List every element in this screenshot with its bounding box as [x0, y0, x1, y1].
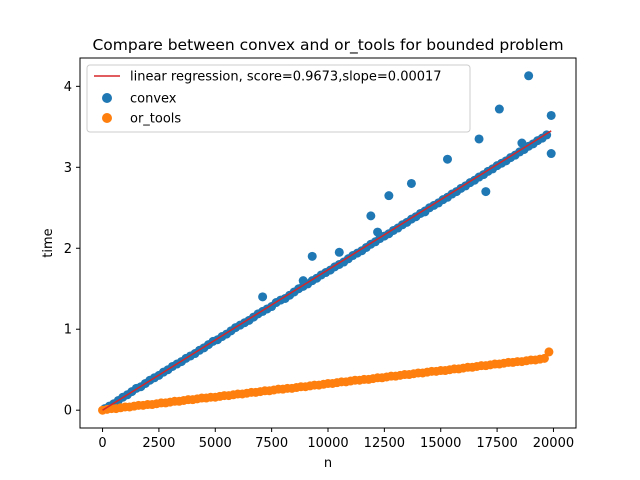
- scatter-point-or-tools: [544, 347, 554, 357]
- y-tick-label: 3: [64, 161, 72, 176]
- legend-convex-label: convex: [130, 92, 177, 107]
- scatter-point-or-tools: [539, 353, 549, 363]
- scatter-point-convex: [298, 276, 308, 286]
- scatter-point-convex: [494, 104, 504, 114]
- scatter-point-convex: [442, 154, 452, 164]
- x-tick-label: 20000: [533, 436, 574, 451]
- scatter-point-convex: [420, 207, 430, 217]
- legend-regression-label: linear regression, score=0.9673,slope=0.…: [130, 70, 442, 85]
- y-axis: 0 1 2 3 4: [64, 80, 80, 419]
- scatter-point-convex: [384, 191, 394, 201]
- y-tick-label: 4: [64, 80, 72, 95]
- scatter-point-convex: [524, 71, 534, 81]
- x-tick-label: 5000: [199, 436, 232, 451]
- x-axis-label: n: [324, 456, 332, 471]
- legend-or-tools-label: or_tools: [130, 112, 181, 127]
- legend-box: [86, 64, 471, 133]
- x-tick-label: 17500: [476, 436, 517, 451]
- scatter-point-convex: [517, 138, 527, 148]
- series-or-tools: [98, 347, 554, 415]
- x-tick-label: 12500: [364, 436, 405, 451]
- x-tick-label: 0: [98, 436, 106, 451]
- legend: linear regression, score=0.9673,slope=0.…: [86, 64, 471, 133]
- legend-convex-marker: [102, 93, 112, 103]
- x-tick-label: 7500: [255, 436, 288, 451]
- y-axis-label: time: [41, 228, 56, 257]
- scatter-point-convex: [546, 110, 556, 120]
- y-tick-label: 1: [64, 323, 72, 338]
- plot-area: [98, 71, 556, 415]
- chart-title: Compare between convex and or_tools for …: [92, 36, 563, 55]
- scatter-point-convex: [307, 251, 317, 261]
- regression-line: [102, 130, 552, 411]
- scatter-point-convex: [406, 178, 416, 188]
- scatter-point-convex: [546, 149, 556, 159]
- x-tick-label: 10000: [307, 436, 348, 451]
- x-axis: 0 2500 5000 7500 10000 12500 15000 17500 20000: [98, 428, 574, 451]
- scatter-point-convex: [481, 187, 491, 197]
- scatter-point-convex: [258, 292, 268, 302]
- scatter-point-convex: [366, 211, 376, 221]
- y-tick-label: 0: [64, 404, 72, 419]
- scatter-point-convex: [334, 247, 344, 257]
- y-tick-label: 2: [64, 242, 72, 257]
- scatter-point-convex: [373, 227, 383, 237]
- legend-or-tools-marker: [102, 113, 112, 123]
- x-tick-label: 2500: [142, 436, 175, 451]
- scatter-point-convex: [474, 134, 484, 144]
- x-tick-label: 15000: [420, 436, 461, 451]
